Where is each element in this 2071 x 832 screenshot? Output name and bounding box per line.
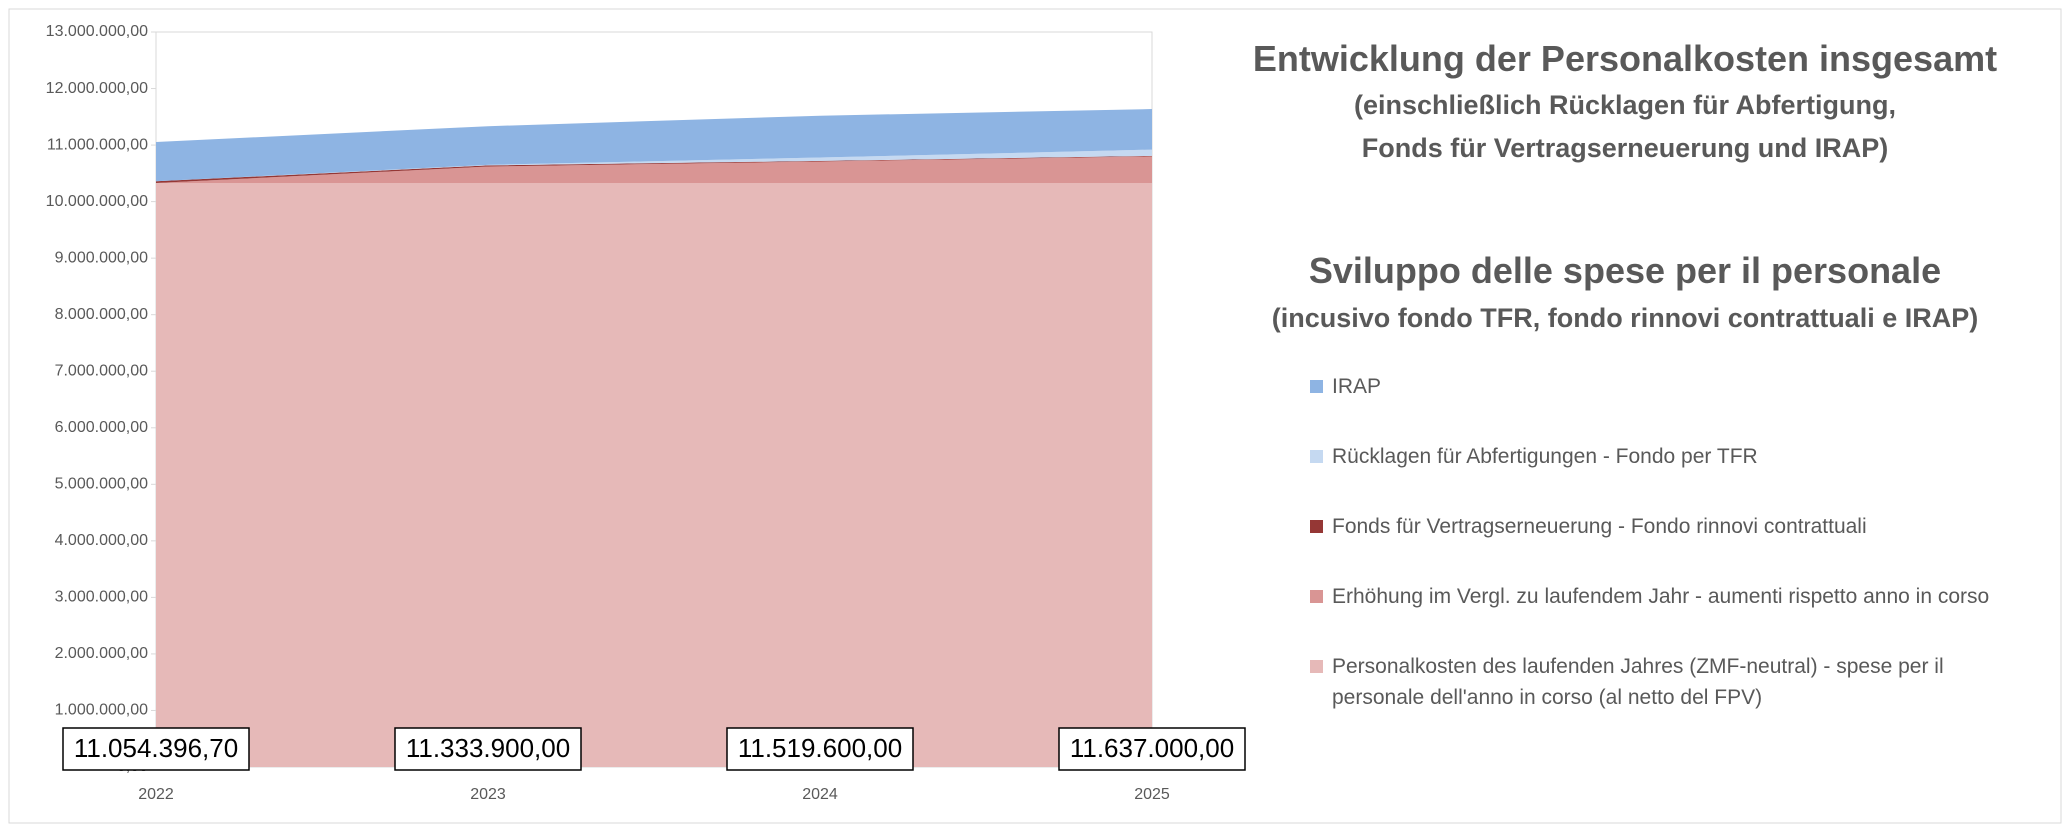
- y-tick-label: 10.000.000,00: [46, 193, 148, 210]
- legend-item: Rücklagen für Abfertigungen - Fondo per …: [1310, 441, 2000, 472]
- area: [156, 156, 1152, 183]
- y-tick-label: 6.000.000,00: [55, 419, 149, 436]
- y-tick-label: 13.000.000,00: [46, 23, 148, 40]
- chart-title-it: Sviluppo delle spese per il personale: [1308, 250, 1942, 291]
- area: [156, 182, 1152, 767]
- total-box: [726, 727, 914, 771]
- total-label: 11.519.600,00: [726, 727, 914, 771]
- y-tick-label: 2.000.000,00: [55, 645, 149, 662]
- legend-swatch: [1310, 590, 1323, 603]
- y-tick-label: 11.000.000,00: [47, 136, 148, 153]
- total-box: [1058, 727, 1246, 771]
- total-text: 11.519.600,00: [738, 733, 902, 763]
- y-tick-label: 3.000.000,00: [55, 589, 149, 606]
- y-tick-label: 8.000.000,00: [55, 306, 149, 323]
- total-text: 11.054.396,70: [74, 733, 238, 763]
- legend-item: Erhöhung im Vergl. zu laufendem Jahr - a…: [1310, 581, 2000, 612]
- legend-label: IRAP: [1332, 375, 1382, 398]
- legend-item: IRAP: [1310, 371, 2000, 402]
- chart-title: Entwicklung der Personalkosten insgesamt: [1252, 38, 1998, 79]
- legend-item: Personalkosten des laufenden Jahres (ZMF…: [1310, 651, 2000, 713]
- chart-frame: [8, 8, 2062, 824]
- total-text: 11.333.900,00: [406, 733, 570, 763]
- y-tick-label: 5.000.000,00: [55, 476, 149, 493]
- legend-label: Fonds für Vertragserneuerung - Fondo rin…: [1332, 515, 1867, 538]
- area: [156, 149, 1152, 182]
- x-tick-label: 2023: [470, 786, 506, 803]
- legend-label: Erhöhung im Vergl. zu laufendem Jahr - a…: [1332, 585, 1990, 608]
- x-tick-label: 2025: [1134, 786, 1170, 803]
- total-text: 11.637.000,00: [1070, 733, 1234, 763]
- total-box: [62, 727, 250, 771]
- legend-label: Personalkosten des laufenden Jahres (ZMF…: [1332, 655, 1944, 709]
- legend-swatch: [1310, 520, 1323, 533]
- chart-subtitle: (einschließlich Rücklagen für Abfertigun…: [1353, 90, 1897, 163]
- y-tick-label: 12.000.000,00: [46, 80, 148, 97]
- legend-swatch: [1310, 450, 1323, 463]
- legend-swatch: [1310, 660, 1323, 673]
- total-label: 11.054.396,70: [62, 727, 250, 771]
- x-tick-label: 2024: [802, 786, 838, 803]
- area: [156, 109, 1152, 182]
- chart-subtitle-it: (incusivo fondo TFR, fondo rinnovi contr…: [1271, 303, 1979, 333]
- total-label: 11.637.000,00: [1058, 727, 1246, 771]
- y-tick-label: 9.000.000,00: [55, 249, 149, 266]
- x-tick-label: 2022: [138, 786, 174, 803]
- total-box: [394, 727, 582, 771]
- legend-label: Rücklagen für Abfertigungen - Fondo per …: [1332, 445, 1758, 468]
- y-tick-label: 7.000.000,00: [55, 362, 149, 379]
- total-label: 11.333.900,00: [394, 727, 582, 771]
- legend-swatch: [1310, 380, 1323, 393]
- y-tick-label: 4.000.000,00: [55, 532, 149, 549]
- y-tick-label: 1.000.000,00: [55, 702, 149, 719]
- legend-item: Fonds für Vertragserneuerung - Fondo rin…: [1310, 511, 2000, 542]
